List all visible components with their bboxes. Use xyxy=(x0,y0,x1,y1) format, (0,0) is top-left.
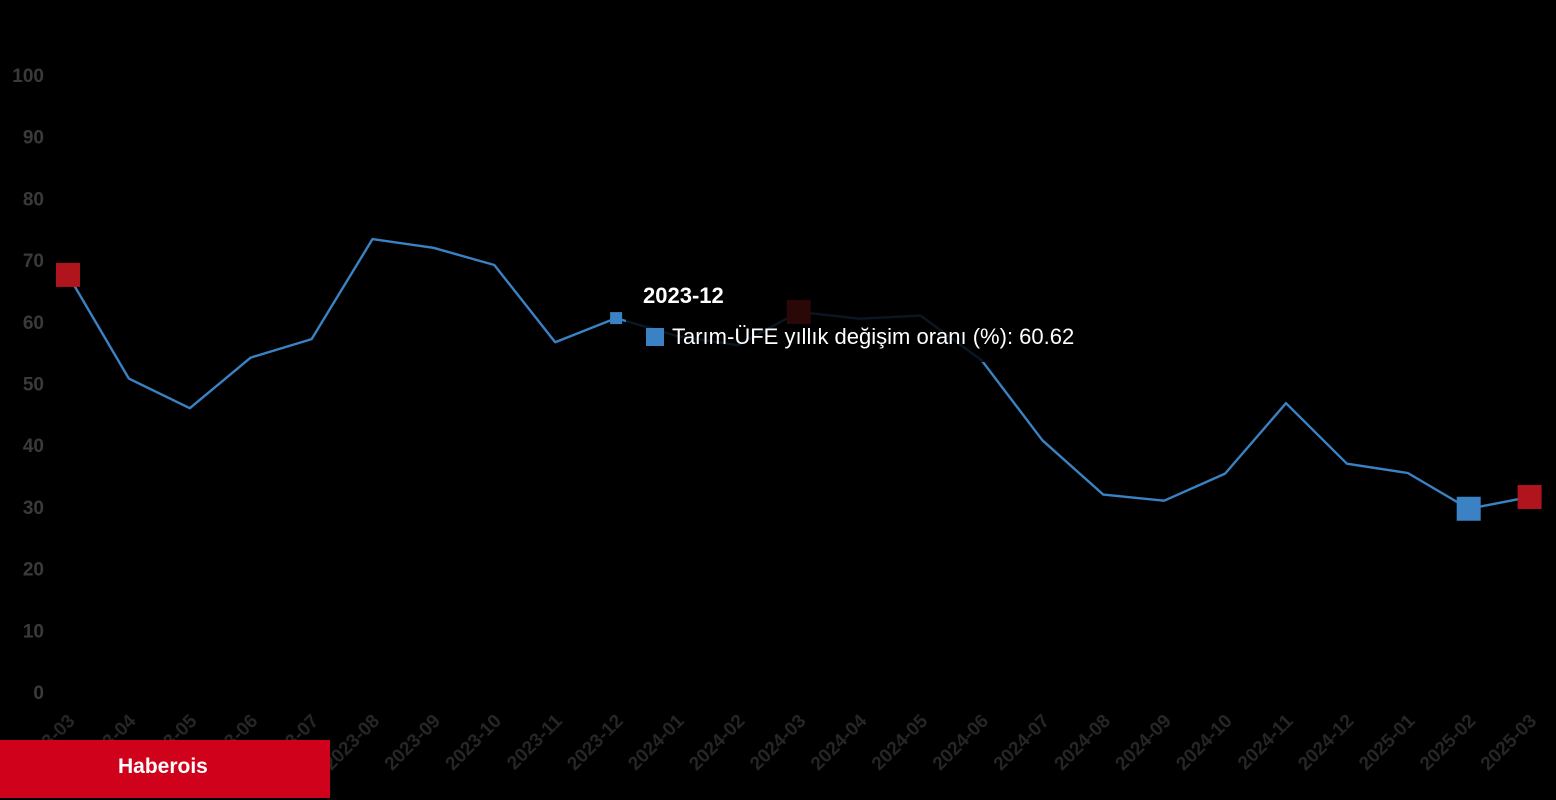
highlight-marker[interactable] xyxy=(56,262,80,287)
y-tick-label: 90 xyxy=(23,128,44,149)
highlight-marker[interactable] xyxy=(1456,496,1481,521)
x-tick-label: 2025-03 xyxy=(1477,711,1541,775)
x-tick-label: 2023-09 xyxy=(381,711,445,775)
x-tick-label: 2023-10 xyxy=(442,711,506,775)
y-tick-label: 70 xyxy=(23,251,44,272)
brand-logo: Haberois xyxy=(0,740,330,798)
markers-layer xyxy=(56,262,1542,521)
x-tick-label: 2024-05 xyxy=(868,710,932,774)
y-tick-label: 100 xyxy=(12,66,44,87)
x-tick-label: 2024-11 xyxy=(1234,710,1298,774)
brand-name: Haberois xyxy=(118,755,208,778)
x-tick-label: 2023-12 xyxy=(563,711,627,775)
x-tick-label: 2024-02 xyxy=(685,711,749,775)
y-tick-label: 50 xyxy=(23,375,44,396)
y-tick-label: 80 xyxy=(23,189,44,210)
x-tick-label: 2024-08 xyxy=(1051,711,1115,775)
series-layer xyxy=(66,237,1530,510)
x-tick-label: 2024-07 xyxy=(990,711,1054,775)
y-tick-label: 10 xyxy=(23,621,44,642)
x-tick-label: 2025-02 xyxy=(1416,711,1480,775)
x-tick-label: 2024-12 xyxy=(1294,711,1358,775)
highlight-marker[interactable] xyxy=(1517,485,1542,510)
y-tick-label: 40 xyxy=(23,436,44,457)
x-tick-label: 2024-01 xyxy=(624,710,688,774)
x-tick-label: 2024-09 xyxy=(1112,711,1176,775)
series-line xyxy=(66,237,1530,510)
y-tick-label: 20 xyxy=(23,560,44,581)
x-tick-label: 2024-03 xyxy=(746,711,810,775)
y-tick-label: 60 xyxy=(23,313,44,334)
x-tick-label: 2023-11 xyxy=(503,710,567,774)
hovered-point-marker[interactable] xyxy=(610,312,623,325)
x-tick-label: 2024-04 xyxy=(807,710,871,774)
x-tick-label: 2025-01 xyxy=(1355,710,1419,774)
x-tick-label: 2024-10 xyxy=(1172,711,1236,775)
y-axis: 0 10 20 30 40 50 60 70 80 90 100 xyxy=(12,66,44,704)
highlight-marker[interactable] xyxy=(786,299,811,324)
y-tick-label: 30 xyxy=(23,498,44,519)
x-tick-label: 2024-06 xyxy=(929,711,993,775)
y-tick-label: 0 xyxy=(33,683,44,704)
